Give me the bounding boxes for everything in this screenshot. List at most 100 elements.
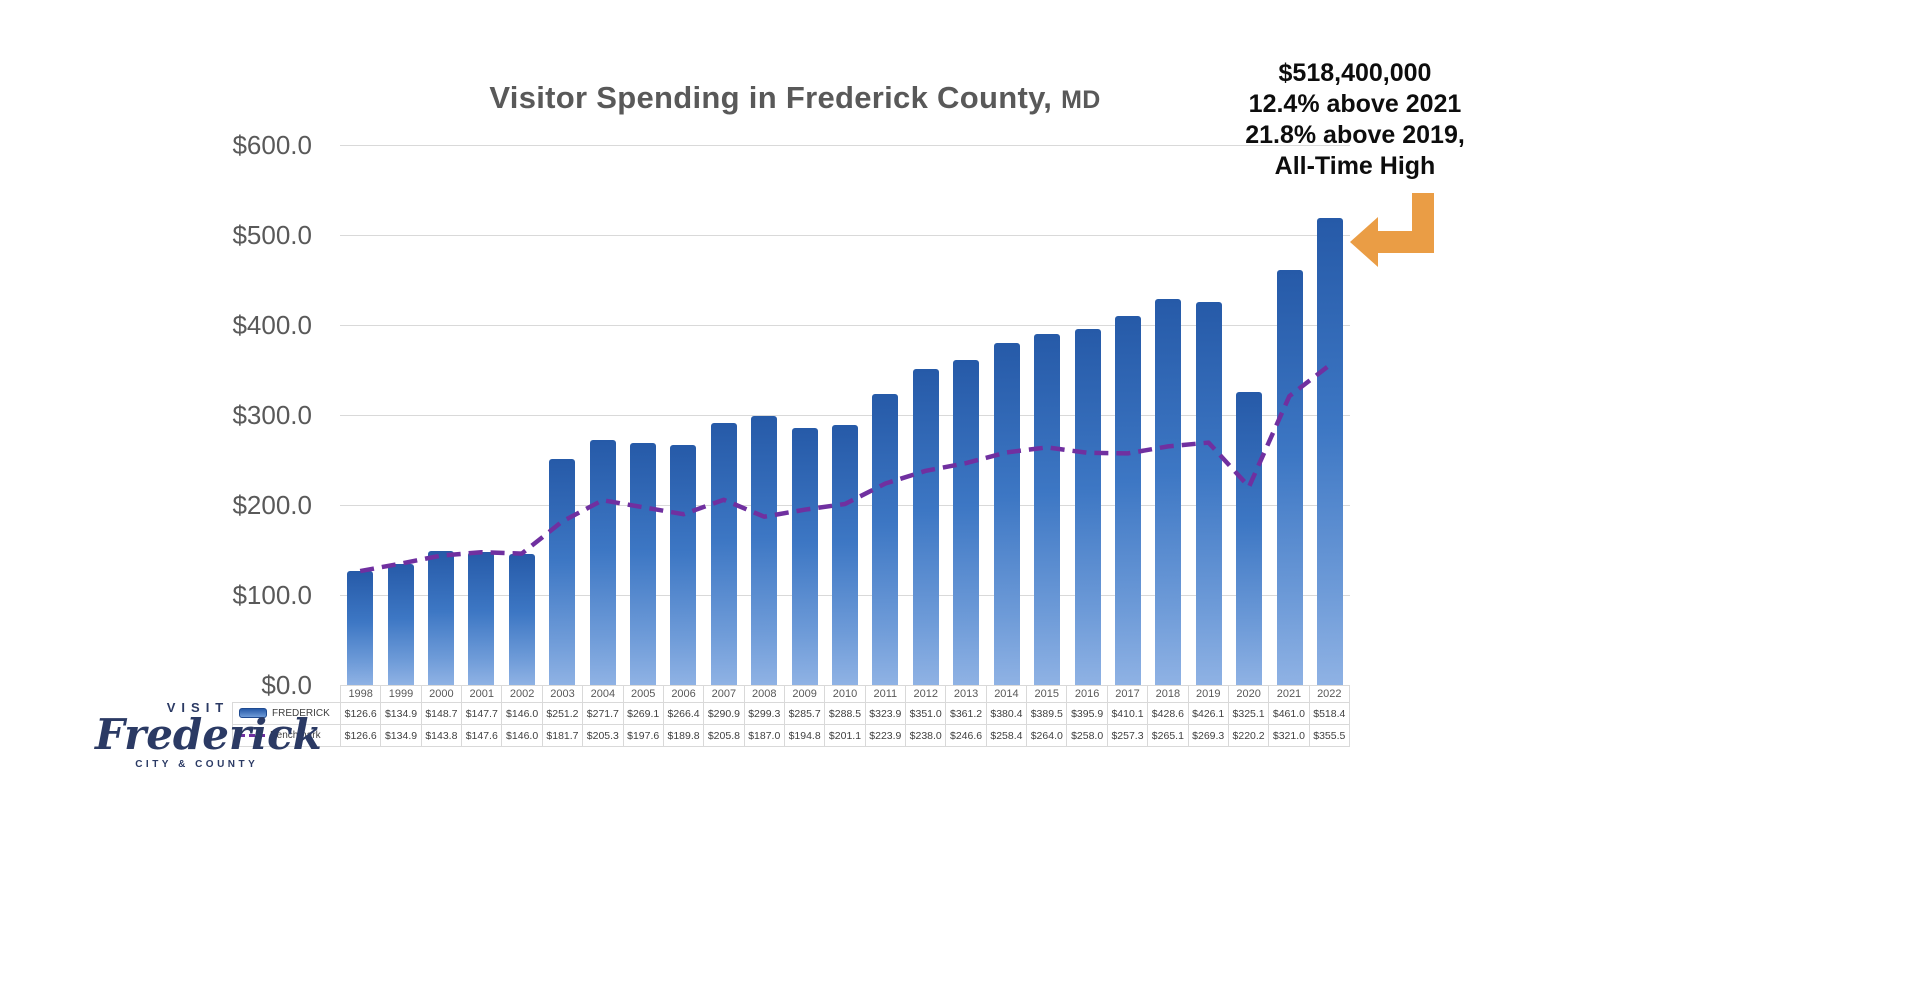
table-value: $518.4 xyxy=(1308,702,1351,725)
table-value: $355.5 xyxy=(1308,724,1351,747)
bar-slot xyxy=(1148,145,1188,685)
table-value: $223.9 xyxy=(864,724,907,747)
bar-2000 xyxy=(428,551,455,685)
table-value: $351.0 xyxy=(905,702,947,725)
bar-slot xyxy=(825,145,865,685)
bar-2013 xyxy=(953,359,980,685)
bar-slot xyxy=(1229,145,1269,685)
bar-slot xyxy=(461,145,501,685)
data-table: 1998 1999 2000 2001 2002 2003 2004 2005 2006 2007… xyxy=(232,685,1351,747)
table-value: $146.0 xyxy=(501,724,543,747)
bar-2009 xyxy=(791,427,818,685)
annotation-line: 12.4% above 2021 xyxy=(1248,90,1462,118)
table-value: $187.0 xyxy=(743,724,785,747)
bar-slot xyxy=(663,145,703,685)
table-value: $410.1 xyxy=(1106,702,1149,725)
benchmark-line-path xyxy=(359,363,1332,574)
chart-title: Visitor Spending in Frederick County, MD xyxy=(290,80,1300,116)
table-value: $380.4 xyxy=(985,702,1028,725)
y-tick-label: $500.0 xyxy=(232,220,312,250)
bar-1999 xyxy=(387,563,414,685)
table-value: $361.2 xyxy=(945,702,987,725)
table-value: $264.0 xyxy=(1026,724,1068,747)
table-value: $220.2 xyxy=(1227,724,1270,747)
visit-frederick-logo: VISIT Frederick CITY & COUNTY xyxy=(95,700,322,770)
bar-2019 xyxy=(1195,301,1222,685)
table-value: $257.3 xyxy=(1106,724,1149,747)
table-value: $181.7 xyxy=(541,724,584,747)
table-value: $201.1 xyxy=(824,724,866,747)
table-value: $265.1 xyxy=(1147,724,1189,747)
annotation: $518,400,000 12.4% above 2021 21.8% abov… xyxy=(1165,58,1545,182)
x-axis-label: 2006 xyxy=(662,685,705,703)
x-axis-label: 2021 xyxy=(1268,685,1310,703)
y-tick-label: $0.0 xyxy=(261,670,312,700)
table-value: $146.0 xyxy=(501,702,543,725)
bar-slot xyxy=(582,145,622,685)
table-value: $426.1 xyxy=(1187,702,1229,725)
bar-2004 xyxy=(589,440,616,685)
bar-slot xyxy=(906,145,946,685)
table-value: $126.6 xyxy=(339,724,382,747)
bar-2006 xyxy=(670,445,697,685)
gridline xyxy=(340,145,1350,146)
bar-2003 xyxy=(549,458,576,685)
table-value: $428.6 xyxy=(1147,702,1189,725)
table-value: $290.9 xyxy=(703,702,745,725)
table-value: $205.8 xyxy=(703,724,745,747)
bar-slot xyxy=(380,145,420,685)
chart-title-main: Visitor Spending in Frederick County, xyxy=(489,80,1053,115)
x-axis-label: 2009 xyxy=(783,685,826,703)
y-axis-labels: $600.0 $500.0 $400.0 $300.0 $200.0 $100.0 $0.0 xyxy=(150,130,312,700)
logo-city-county-text: CITY & COUNTY xyxy=(135,759,259,770)
y-tick-label: $300.0 xyxy=(232,400,312,430)
bar-2015 xyxy=(1034,334,1061,685)
x-axis-label: 2014 xyxy=(985,685,1028,703)
bar-2018 xyxy=(1155,299,1182,685)
annotation-arrow-shape xyxy=(1350,193,1434,267)
bar-1998 xyxy=(347,571,374,685)
table-value: $288.5 xyxy=(824,702,866,725)
plot-area xyxy=(340,145,1350,686)
bar-2022 xyxy=(1316,218,1343,685)
benchmark-dash-swatch-icon xyxy=(239,733,265,737)
benchmark-line xyxy=(359,363,1332,574)
x-axis-label: 2015 xyxy=(1026,685,1068,703)
bar-slot xyxy=(744,145,784,685)
legend-benchmark: Benchmark xyxy=(232,724,341,747)
bar-2021 xyxy=(1276,270,1303,685)
bar-2020 xyxy=(1236,392,1263,685)
y-tick-label: $400.0 xyxy=(232,310,312,340)
x-axis-label: 2017 xyxy=(1106,685,1149,703)
legend-label: Benchmark xyxy=(270,730,321,741)
table-value: $389.5 xyxy=(1026,702,1068,725)
bar-slot xyxy=(987,145,1027,685)
x-axis-label: 2001 xyxy=(461,685,503,703)
bar-2011 xyxy=(872,393,899,685)
table-value: $134.9 xyxy=(380,724,422,747)
table-value: $321.0 xyxy=(1268,724,1310,747)
bars xyxy=(340,145,1350,685)
table-value: $148.7 xyxy=(420,702,463,725)
logo-frederick-text: Frederick xyxy=(95,710,322,759)
bar-slot xyxy=(1027,145,1067,685)
bar-slot xyxy=(1310,145,1350,685)
x-axis-label: 2013 xyxy=(945,685,987,703)
table-value: $189.8 xyxy=(662,724,705,747)
x-axis-label: 2005 xyxy=(622,685,664,703)
x-axis-label: 2010 xyxy=(824,685,866,703)
bar-slot xyxy=(340,145,380,685)
y-tick-label: $600.0 xyxy=(232,130,312,160)
x-axis-label: 2000 xyxy=(420,685,463,703)
table-value: $238.0 xyxy=(905,724,947,747)
bar-slot xyxy=(1067,145,1107,685)
bar-2010 xyxy=(832,425,859,685)
bar-2014 xyxy=(993,342,1020,685)
bar-2007 xyxy=(710,423,737,685)
x-axis-label: 1998 xyxy=(339,685,382,703)
annotation-line: All-Time High xyxy=(1274,152,1436,180)
table-value: $246.6 xyxy=(945,724,987,747)
x-axis-label: 1999 xyxy=(380,685,422,703)
annotation-line: $518,400,000 xyxy=(1278,59,1432,87)
